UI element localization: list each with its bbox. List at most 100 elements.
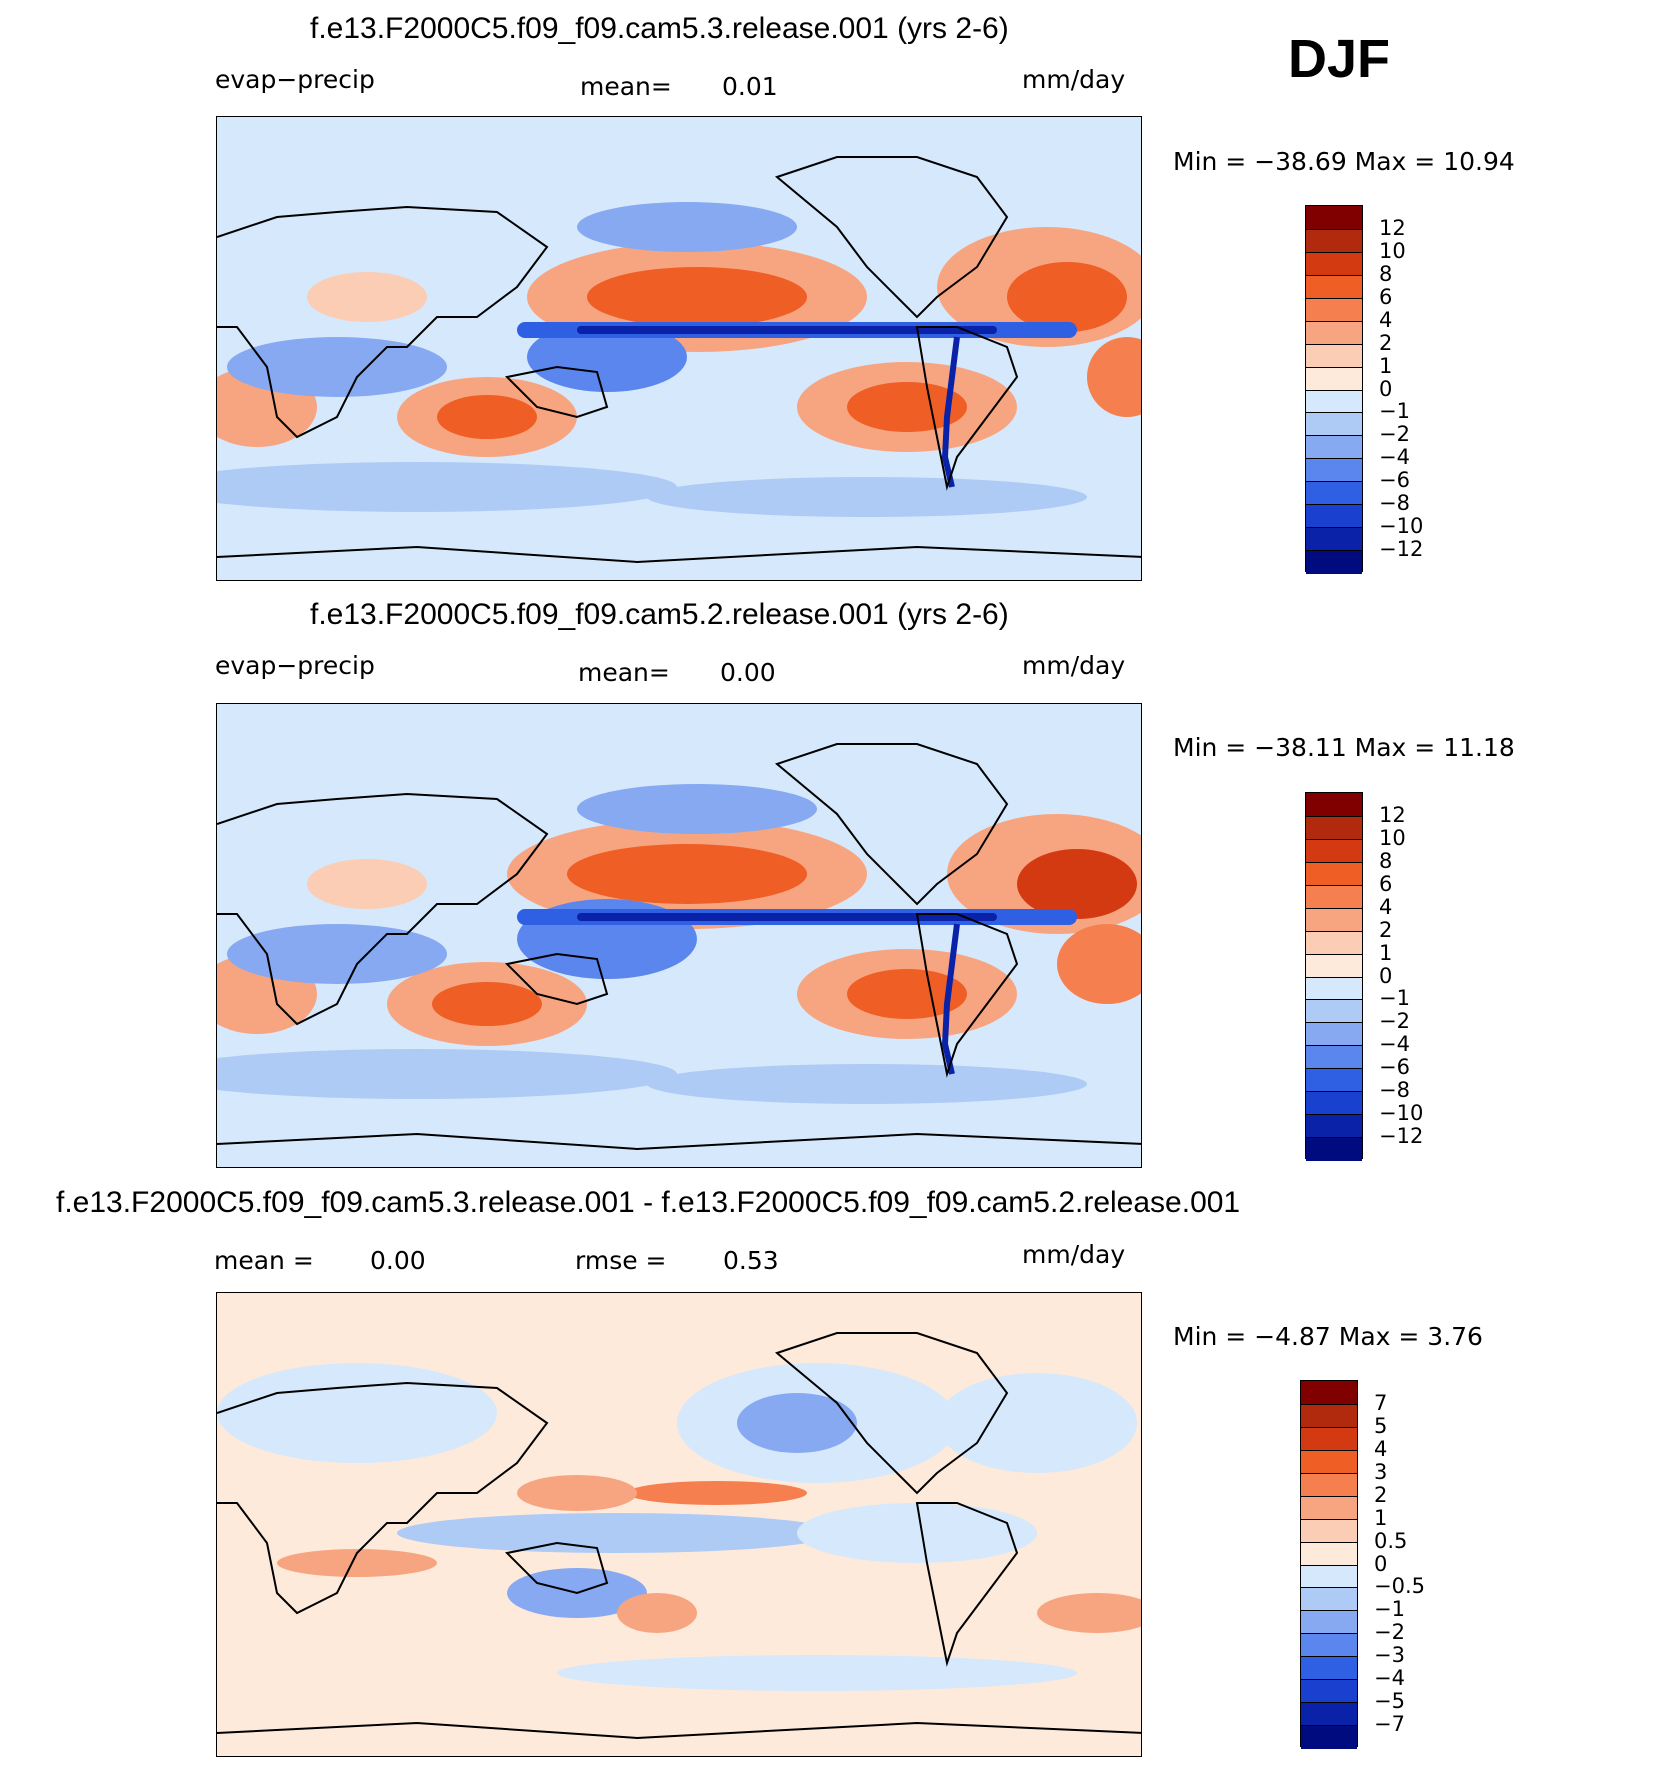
colorbar-box bbox=[1301, 1541, 1357, 1566]
colorbar-box bbox=[1306, 953, 1362, 978]
colorbar-tick-label: −4 bbox=[1379, 445, 1410, 470]
colorbar-box bbox=[1301, 1495, 1357, 1520]
panel2-mean-value: 0.00 bbox=[720, 658, 776, 687]
colorbar-box bbox=[1306, 1114, 1362, 1139]
colorbar-tick-label: 5 bbox=[1374, 1413, 1388, 1438]
panel1-title: f.e13.F2000C5.f09_f09.cam5.3.release.001… bbox=[310, 12, 1009, 45]
colorbar-tick-label: 8 bbox=[1379, 261, 1393, 286]
panel2-units: mm/day bbox=[1022, 651, 1126, 680]
panel2-map bbox=[216, 703, 1142, 1168]
colorbar-tick-label: −4 bbox=[1374, 1666, 1405, 1691]
colorbar-box bbox=[1306, 930, 1362, 955]
colorbar-tick-label: −4 bbox=[1379, 1032, 1410, 1057]
colorbar-box bbox=[1301, 1449, 1357, 1474]
colorbar-tick-label: −8 bbox=[1379, 491, 1410, 516]
colorbar-box bbox=[1301, 1518, 1357, 1543]
colorbar-box bbox=[1306, 976, 1362, 1001]
panel3-colorbar bbox=[1300, 1380, 1358, 1749]
colorbar-tick-label: 6 bbox=[1379, 284, 1393, 309]
panel3-map bbox=[216, 1292, 1142, 1757]
panel3-units: mm/day bbox=[1022, 1240, 1126, 1269]
colorbar-box bbox=[1306, 1091, 1362, 1116]
colorbar-tick-label: 12 bbox=[1379, 802, 1406, 827]
panel2-colorbar bbox=[1305, 792, 1363, 1161]
panel2-mean-label: mean= bbox=[578, 658, 670, 687]
colorbar-box bbox=[1306, 458, 1362, 483]
colorbar-tick-label: −10 bbox=[1379, 514, 1424, 539]
colorbar-tick-label: 8 bbox=[1379, 848, 1393, 873]
colorbar-box bbox=[1306, 228, 1362, 253]
colorbar-tick-label: −2 bbox=[1379, 422, 1410, 447]
colorbar-tick-label: 4 bbox=[1379, 894, 1393, 919]
colorbar-box bbox=[1306, 251, 1362, 276]
panel1-units: mm/day bbox=[1022, 65, 1126, 94]
colorbar-tick-label: 2 bbox=[1379, 330, 1393, 355]
colorbar-tick-label: −2 bbox=[1379, 1009, 1410, 1034]
colorbar-tick-label: 1 bbox=[1379, 353, 1393, 378]
colorbar-box bbox=[1301, 1426, 1357, 1451]
colorbar-box bbox=[1306, 550, 1362, 574]
colorbar-box bbox=[1306, 274, 1362, 299]
panel1-min-max: Min = −38.69 Max = 10.94 bbox=[1173, 147, 1515, 176]
colorbar-tick-label: −5 bbox=[1374, 1689, 1405, 1714]
colorbar-tick-label: −1 bbox=[1379, 399, 1410, 424]
colorbar-tick-label: 4 bbox=[1379, 307, 1393, 332]
colorbar-tick-label: −12 bbox=[1379, 537, 1424, 562]
colorbar-box bbox=[1306, 793, 1362, 816]
panel1-colorbar bbox=[1305, 205, 1363, 574]
panel1-mean-label: mean= bbox=[580, 72, 672, 101]
colorbar-box bbox=[1306, 504, 1362, 529]
colorbar-box bbox=[1306, 343, 1362, 368]
colorbar-box bbox=[1306, 861, 1362, 886]
colorbar-tick-label: 0 bbox=[1379, 376, 1393, 401]
panel1-map bbox=[216, 116, 1142, 581]
colorbar-tick-label: 2 bbox=[1379, 917, 1393, 942]
colorbar-box bbox=[1306, 412, 1362, 437]
colorbar-box bbox=[1306, 1068, 1362, 1093]
panel3-mean-label: mean = bbox=[214, 1246, 314, 1275]
colorbar-box bbox=[1301, 1679, 1357, 1704]
colorbar-box bbox=[1306, 527, 1362, 552]
panel3-title: f.e13.F2000C5.f09_f09.cam5.3.release.001… bbox=[56, 1186, 1241, 1219]
colorbar-tick-label: −7 bbox=[1374, 1712, 1405, 1737]
colorbar-tick-label: 10 bbox=[1379, 238, 1406, 263]
panel3-rmse-value: 0.53 bbox=[723, 1246, 779, 1275]
colorbar-box bbox=[1301, 1656, 1357, 1681]
colorbar-tick-label: 0.5 bbox=[1374, 1528, 1408, 1553]
colorbar-box bbox=[1306, 907, 1362, 932]
panel3-mean-value: 0.00 bbox=[370, 1246, 426, 1275]
colorbar-tick-label: 7 bbox=[1374, 1390, 1388, 1415]
colorbar-tick-label: 0 bbox=[1374, 1551, 1388, 1576]
colorbar-tick-label: −12 bbox=[1379, 1124, 1424, 1149]
colorbar-tick-label: −2 bbox=[1374, 1620, 1405, 1645]
colorbar-box bbox=[1306, 838, 1362, 863]
colorbar-tick-label: 0 bbox=[1379, 963, 1393, 988]
colorbar-tick-label: 4 bbox=[1374, 1436, 1388, 1461]
colorbar-box bbox=[1301, 1472, 1357, 1497]
colorbar-box bbox=[1306, 366, 1362, 391]
colorbar-tick-label: 12 bbox=[1379, 215, 1406, 240]
colorbar-tick-label: −1 bbox=[1379, 986, 1410, 1011]
colorbar-tick-label: 2 bbox=[1374, 1482, 1388, 1507]
colorbar-box bbox=[1301, 1381, 1357, 1404]
colorbar-box bbox=[1306, 435, 1362, 460]
colorbar-box bbox=[1306, 320, 1362, 345]
colorbar-tick-label: 10 bbox=[1379, 825, 1406, 850]
colorbar-box bbox=[1306, 999, 1362, 1024]
colorbar-tick-label: −6 bbox=[1379, 468, 1410, 493]
colorbar-box bbox=[1301, 1702, 1357, 1727]
panel2-title: f.e13.F2000C5.f09_f09.cam5.2.release.001… bbox=[310, 598, 1009, 631]
colorbar-box bbox=[1306, 1045, 1362, 1070]
colorbar-tick-label: −1 bbox=[1374, 1597, 1405, 1622]
colorbar-box bbox=[1301, 1587, 1357, 1612]
colorbar-box bbox=[1301, 1633, 1357, 1658]
colorbar-box bbox=[1301, 1610, 1357, 1635]
colorbar-box bbox=[1306, 481, 1362, 506]
colorbar-box bbox=[1306, 389, 1362, 414]
colorbar-tick-label: 3 bbox=[1374, 1459, 1388, 1484]
panel2-variable-label: evap−precip bbox=[215, 651, 375, 680]
colorbar-tick-label: 1 bbox=[1379, 940, 1393, 965]
panel1-variable-label: evap−precip bbox=[215, 65, 375, 94]
colorbar-box bbox=[1306, 206, 1362, 229]
colorbar-box bbox=[1306, 815, 1362, 840]
